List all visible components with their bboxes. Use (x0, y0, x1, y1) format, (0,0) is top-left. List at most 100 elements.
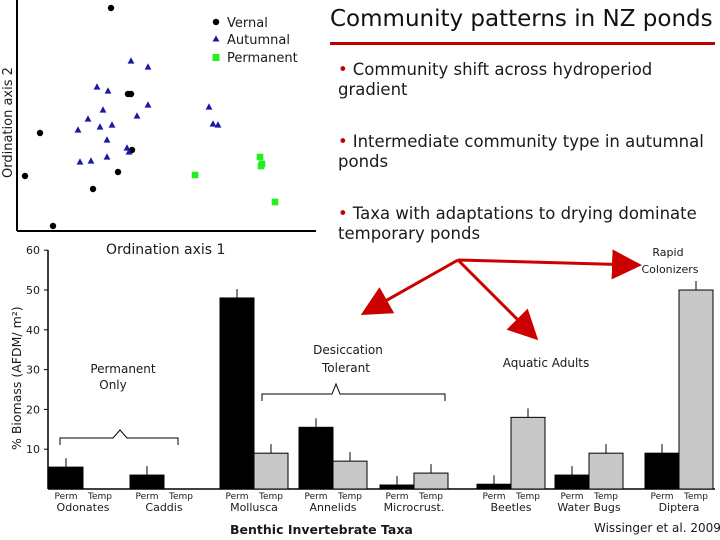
bar-caddis-perm (129, 474, 165, 490)
scatter-point-autumnal-7 (84, 115, 92, 122)
scatter-point-autumnal-20 (103, 153, 111, 160)
bar-beetles-perm (476, 483, 512, 490)
bar-y-tick-label-20: 20 (26, 403, 40, 416)
bar-label-annelids-temp: Temp (337, 492, 362, 502)
scatter-point-autumnal-4 (104, 87, 112, 94)
bar-label-mollusca-temp: Temp (258, 492, 283, 502)
scatter-points (21, 4, 279, 230)
bar-label-caddis-perm: Perm (136, 492, 159, 502)
bar-microcrust-temp (413, 472, 449, 490)
scatter-point-vernal-8 (89, 185, 97, 193)
category-label-beetles: Beetles (491, 501, 532, 514)
bar-label-beetles-perm: Perm (483, 492, 506, 502)
scatter-point-autumnal-9 (96, 123, 104, 130)
bar-label-microcrust-perm: Perm (386, 492, 409, 502)
scatter-point-vernal-1 (107, 4, 115, 12)
scatter-point-autumnal-15 (103, 136, 111, 143)
bar-mollusca-perm (219, 297, 255, 490)
bar-annelids-temp (332, 460, 368, 490)
category-label-odonates: Odonates (57, 501, 110, 514)
scatter-point-autumnal-19 (125, 148, 133, 155)
bullet-2: • Intermediate community type in autumnal… (338, 132, 708, 172)
bullet-1-text: Community shift across hydroperiod gradi… (338, 60, 653, 99)
scatter-point-permanent-4 (191, 171, 199, 179)
bar-y-tick-label-30: 30 (26, 364, 40, 377)
scatter-point-vernal-4 (36, 129, 44, 137)
annotation-permanent-only-line2: Only (99, 378, 127, 392)
arrow-to-desiccation-tolerant (360, 258, 459, 315)
scatter-point-autumnal-3 (93, 83, 101, 90)
scatter-point-autumnal-1 (127, 57, 135, 64)
bar-microcrust-perm (379, 484, 415, 490)
scatter-point-permanent-3 (257, 162, 265, 170)
arrow-to-aquatic-adults (456, 258, 539, 341)
category-label-waterbugs: Water Bugs (557, 501, 621, 514)
scatter-point-autumnal-16 (76, 158, 84, 165)
bar-label-caddis-temp: Temp (168, 492, 193, 502)
bar-annelids-perm (298, 426, 334, 490)
bar-label-waterbugs-temp: Temp (593, 492, 618, 502)
legend-vernal-marker (212, 18, 220, 26)
desiccation-tolerant-bracket (261, 382, 446, 401)
scatter-point-autumnal-10 (108, 121, 116, 128)
annotation-rapid-line2: Colonizers (641, 263, 698, 276)
scatter-point-permanent-1 (256, 153, 264, 161)
bar-label-annelids-perm: Perm (305, 492, 328, 502)
category-label-annelids: Annelids (309, 501, 356, 514)
bar-diptera-temp (678, 289, 714, 490)
permanent-only-bracket (59, 429, 179, 445)
bar-label-microcrust-temp: Temp (418, 492, 443, 502)
bullet-dot: • (338, 204, 348, 223)
category-label-diptera: Diptera (659, 501, 700, 514)
arrow-to-rapid-colonizers (457, 249, 642, 280)
bar-label-diptera-perm: Perm (651, 492, 674, 502)
bar-label-odonates-perm: Perm (55, 492, 78, 502)
annotation-desiccation-line2: Tolerant (321, 361, 370, 375)
category-label-caddis: Caddis (145, 501, 182, 514)
annotation-permanent-only-line1: Permanent (90, 362, 156, 376)
bullet-3: • Taxa with adaptations to drying dominat… (338, 204, 708, 244)
bar-y-tick-label-10: 10 (26, 443, 40, 456)
category-label-mollusca: Mollusca (230, 501, 278, 514)
bullet-3-text: Taxa with adaptations to drying dominate… (338, 204, 697, 243)
scatter-point-vernal-3 (127, 90, 135, 98)
scatter-x-label: Ordination axis 1 (106, 242, 225, 258)
scatter-point-autumnal-6 (99, 106, 107, 113)
bar-label-odonates-temp: Temp (87, 492, 112, 502)
scatter-point-vernal-7 (114, 168, 122, 176)
bar-y-tick-label-50: 50 (26, 284, 40, 297)
legend-autumnal-marker (212, 35, 220, 42)
category-label-microcrust: Microcrust. (384, 501, 445, 514)
bar-label-waterbugs-perm: Perm (561, 492, 584, 502)
scatter-point-autumnal-2 (144, 63, 152, 70)
scatter-point-vernal-9 (49, 222, 57, 230)
bar-odonates-perm (48, 466, 84, 490)
bar-mollusca-temp (253, 452, 289, 490)
bar-diptera-perm (644, 452, 680, 490)
bullet-dot: • (338, 60, 348, 79)
legend-autumnal-label: Autumnal (227, 33, 290, 48)
bar-waterbugs-temp (588, 452, 624, 490)
annotation-aquatic-adults: Aquatic Adults (503, 356, 590, 370)
bar-label-beetles-temp: Temp (515, 492, 540, 502)
bar-beetles-temp (510, 416, 546, 490)
legend-permanent-label: Permanent (227, 51, 298, 66)
legend-vernal-label: Vernal (227, 16, 268, 31)
bar-y-label: % Biomass (AFDM/ m²) (9, 306, 24, 450)
ordination-scatter-plot: Ordination axis 2 Ordination axis 1 Vern… (1, 0, 316, 258)
bullet-dot: • (338, 132, 348, 151)
scatter-point-autumnal-17 (87, 157, 95, 164)
legend-permanent-marker (212, 54, 220, 61)
bar-waterbugs-perm (554, 474, 590, 490)
slide-title: Community patterns in NZ ponds (330, 6, 713, 32)
scatter-point-autumnal-12 (209, 120, 217, 127)
title-underline (330, 42, 715, 45)
bullet-1: • Community shift across hydroperiod grad… (338, 60, 698, 100)
annotation-desiccation-line1: Desiccation (313, 343, 383, 357)
scatter-point-autumnal-11 (205, 103, 213, 110)
citation: Wissinger et al. 2009 (594, 521, 720, 535)
bar-label-mollusca-perm: Perm (226, 492, 249, 502)
bar-x-label: Benthic Invertebrate Taxa (230, 522, 413, 537)
